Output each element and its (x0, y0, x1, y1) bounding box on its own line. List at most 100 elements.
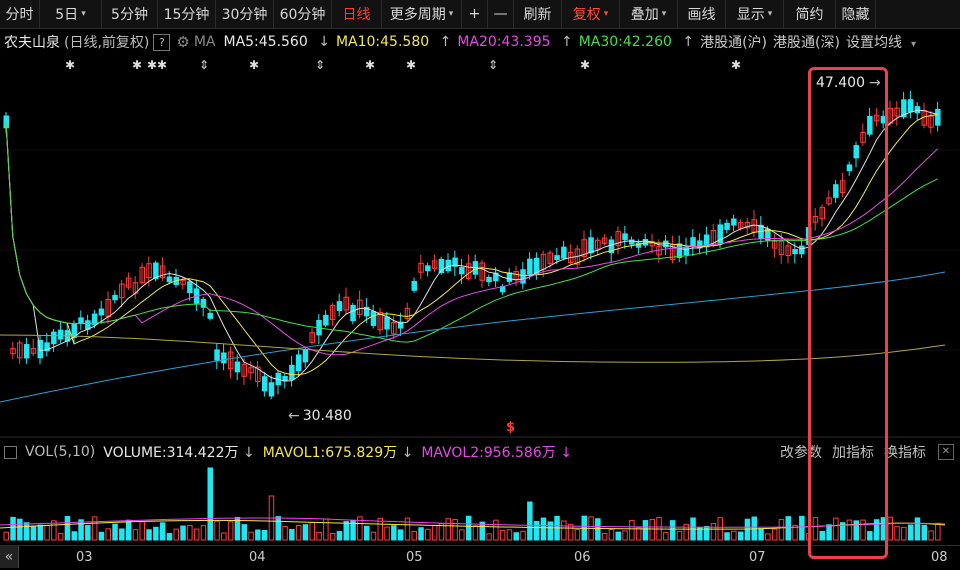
volume-bar (472, 525, 479, 541)
info-marker-icon: ✱ (406, 58, 416, 72)
volume-bar (846, 519, 853, 541)
candle-body (255, 366, 261, 383)
volume-bar (873, 519, 880, 541)
indicator-toggle-icon[interactable] (4, 445, 17, 459)
candle-body (901, 99, 907, 118)
help-icon[interactable]: ? (153, 33, 171, 51)
candle-body (826, 197, 832, 205)
toolbar-button[interactable]: 显示 ▾ (726, 0, 784, 28)
candle-body (778, 240, 785, 255)
hk-connect-sz[interactable]: 港股通(深) (773, 35, 840, 51)
volume-bar (404, 517, 411, 541)
candle-body (234, 361, 241, 373)
change-params-button[interactable]: 改参数 (780, 445, 822, 461)
candle-body (479, 262, 485, 281)
high-price-label: 47.400 → (816, 75, 881, 91)
hk-connect-sh[interactable]: 港股通(沪) (700, 35, 768, 51)
candle-body (98, 308, 105, 316)
candle-body (159, 265, 166, 278)
volume-bar (907, 524, 914, 541)
toolbar-button[interactable]: — (488, 0, 514, 28)
volume-bar (37, 524, 43, 541)
candle-body (180, 279, 186, 285)
volume-bar (248, 531, 254, 541)
ma5-line (5, 109, 938, 382)
volume-bar (173, 528, 179, 541)
event-marker[interactable]: $ (506, 420, 516, 435)
switch-indicator-button[interactable]: 换指标 (884, 445, 926, 461)
toolbar-button[interactable]: 隐藏 (836, 0, 876, 28)
toolbar-button[interactable]: 日线 (332, 0, 382, 28)
toolbar-button[interactable]: 分时 (0, 0, 40, 28)
candle-body (241, 364, 247, 377)
volume-bar (567, 523, 574, 541)
toolbar-button[interactable]: 5日 ▾ (40, 0, 102, 28)
info-marker-icon: ⇕ (315, 58, 325, 72)
ma20-arrow: ↑ (560, 34, 573, 50)
period-toolbar: 分时 5日 ▾ 5分钟 15分钟 30分钟 60分钟 日线 更多周期 ▾ + — 刷新 复权 ▾ 叠加 ▾ 画线显… (0, 0, 960, 29)
month-label: 06 (574, 550, 591, 565)
volume-bar (411, 530, 417, 541)
candle-body (289, 364, 295, 381)
volume-bar (812, 517, 819, 541)
candle-body (792, 249, 798, 255)
candle-body (717, 224, 723, 244)
candle-body (248, 367, 254, 374)
add-indicator-button[interactable]: 加指标 (832, 445, 874, 461)
info-marker-icon: ✱ (157, 58, 167, 72)
vol-name: VOL(5,10) (25, 444, 96, 460)
candle-body (370, 311, 377, 326)
volume-bar (384, 526, 390, 541)
volume-bar (629, 519, 635, 541)
toolbar-button[interactable]: 60分钟 (274, 0, 332, 28)
candle-body (431, 260, 438, 269)
volume-bar (377, 517, 383, 541)
volume-bar (867, 531, 873, 541)
candle-body (187, 281, 193, 294)
volume-bar (799, 515, 805, 541)
ma20-value: MA20:43.395 ↑ (457, 34, 573, 50)
month-label: 05 (406, 550, 423, 565)
date-axis: « 03 04 05 06 07 08 (0, 545, 960, 570)
ma60-line (0, 271, 946, 403)
toolbar-button[interactable]: 复权 ▾ (562, 0, 620, 28)
toolbar-button[interactable]: 刷新 (514, 0, 562, 28)
toolbar-button[interactable]: 5分钟 (102, 0, 158, 28)
volume-bar (10, 516, 16, 541)
volume-bar (153, 526, 159, 541)
candle-body (207, 312, 213, 319)
volume-bar (935, 522, 941, 541)
candle-body (527, 258, 533, 275)
toolbar-button[interactable]: 更多周期 ▾ (382, 0, 462, 28)
volume-bar (833, 517, 839, 541)
candle-body (295, 354, 302, 372)
candle-body (860, 132, 866, 143)
candle-body (261, 376, 268, 392)
volume-bar (561, 520, 567, 541)
toolbar-button[interactable]: 画线 (678, 0, 726, 28)
chart-mode: (日线,前复权) (64, 35, 150, 51)
info-marker-icon: ⇕ (488, 58, 498, 72)
candle-body (23, 344, 30, 359)
set-ma-button[interactable]: 设置均线 ▾ (845, 35, 916, 51)
candle-body (737, 222, 744, 229)
volume-bar (649, 518, 655, 541)
toolbar-button[interactable]: 15分钟 (158, 0, 216, 28)
candle-body (336, 301, 343, 311)
candle-body (622, 233, 628, 241)
gear-icon[interactable]: ⚙ (176, 33, 190, 51)
toolbar-button[interactable]: 叠加 ▾ (620, 0, 678, 28)
toolbar-button[interactable]: 30分钟 (216, 0, 274, 28)
volume-bar (261, 529, 268, 541)
toolbar-button[interactable]: + (462, 0, 488, 28)
collapse-icon[interactable]: « (0, 546, 19, 568)
volume-bar (465, 515, 472, 541)
toolbar-button[interactable]: 简约 (784, 0, 836, 28)
close-icon[interactable]: ✕ (938, 444, 954, 460)
volume-bar (459, 529, 465, 541)
volume-bar (98, 531, 105, 541)
info-marker-icon: ✱ (249, 58, 259, 72)
candle-body (833, 184, 839, 198)
candle-body (554, 255, 560, 261)
